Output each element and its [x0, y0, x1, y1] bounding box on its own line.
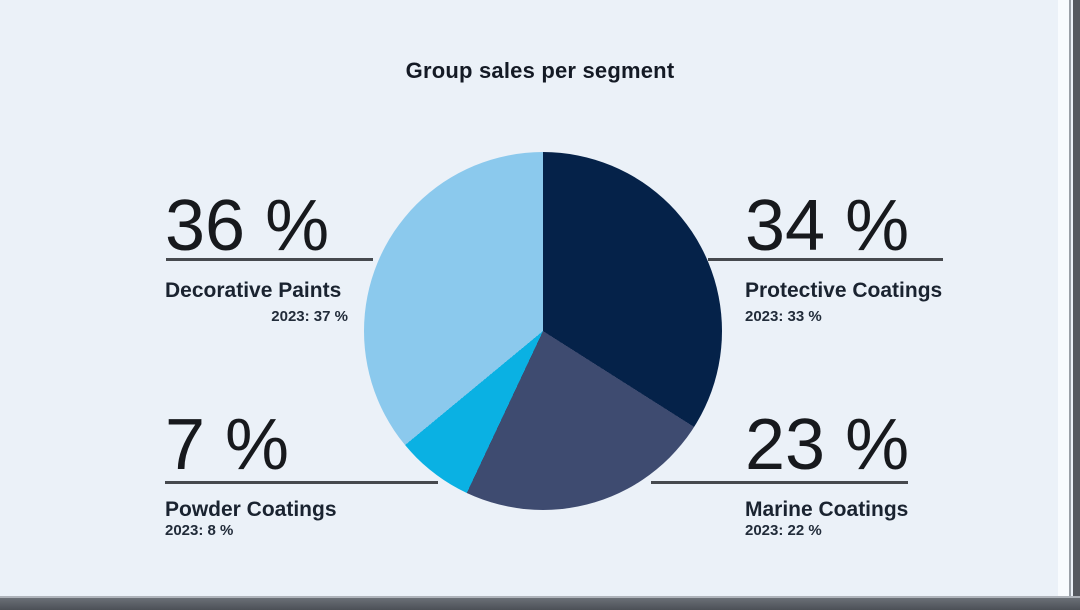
segment-prior-year: 2023: 22 % — [745, 522, 822, 539]
callout-marine-coatings: 23 % Marine Coatings 2023: 22 % — [651, 405, 995, 549]
segment-label: Decorative Paints — [165, 279, 342, 302]
callout-rule — [166, 258, 373, 261]
callout-rule — [708, 258, 943, 261]
segment-label: Powder Coatings — [165, 498, 337, 521]
segment-prior-year: 2023: 8 % — [165, 522, 234, 539]
callout-protective-coatings: 34 % Protective Coatings 2023: 33 % — [708, 186, 995, 330]
callout-decorative-paints: 36 % Decorative Paints 2023: 37 % — [165, 190, 415, 330]
window-right-edge-bar — [1073, 0, 1080, 610]
segment-prior-year: 2023: 33 % — [745, 308, 822, 325]
segment-percentage: 7 % — [165, 405, 290, 485]
segment-label: Marine Coatings — [745, 498, 909, 521]
segment-percentage: 23 % — [745, 405, 910, 485]
callout-rule — [651, 481, 908, 484]
segment-percentage: 34 % — [745, 186, 910, 266]
segment-prior-year: 2023: 37 % — [271, 308, 348, 325]
segment-percentage: 36 % — [165, 186, 330, 266]
callout-powder-coatings: 7 % Powder Coatings 2023: 8 % — [165, 405, 438, 549]
segment-label: Protective Coatings — [745, 279, 943, 302]
window-bottom-edge-highlight — [0, 596, 1080, 598]
window-right-edge-gutter — [1058, 0, 1071, 610]
callout-rule — [165, 481, 438, 484]
pie-chart — [364, 152, 722, 510]
window-bottom-edge-bar — [0, 598, 1080, 610]
chart-title: Group sales per segment — [405, 58, 675, 83]
